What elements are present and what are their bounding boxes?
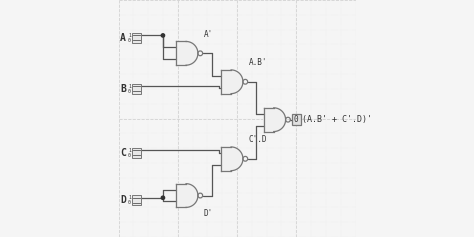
Text: D': D': [204, 209, 213, 218]
Text: 1: 1: [128, 195, 131, 200]
Circle shape: [161, 196, 164, 200]
Bar: [132, 84, 141, 94]
Bar: [292, 114, 301, 125]
Text: 0: 0: [294, 115, 298, 124]
Text: A': A': [204, 30, 213, 39]
Polygon shape: [221, 70, 243, 94]
Polygon shape: [176, 184, 198, 207]
Bar: [132, 33, 141, 43]
Circle shape: [161, 34, 164, 37]
Text: 0: 0: [128, 200, 131, 205]
Bar: [132, 195, 141, 205]
Text: C'.D: C'.D: [249, 135, 267, 144]
Bar: [132, 148, 141, 158]
Text: 0: 0: [128, 153, 131, 158]
Text: B: B: [120, 84, 126, 94]
Polygon shape: [221, 147, 243, 171]
Text: (A.B' + C'.D)': (A.B' + C'.D)': [302, 115, 373, 124]
Text: 1: 1: [128, 148, 131, 153]
Text: 1: 1: [128, 33, 131, 38]
Text: 1: 1: [128, 84, 131, 89]
Polygon shape: [176, 41, 198, 65]
Text: C: C: [120, 148, 126, 158]
Polygon shape: [264, 108, 285, 132]
Text: 0: 0: [128, 38, 131, 43]
Text: A.B': A.B': [249, 58, 267, 67]
Text: 0: 0: [128, 89, 131, 94]
Text: A: A: [120, 33, 126, 43]
Text: D: D: [120, 195, 126, 205]
